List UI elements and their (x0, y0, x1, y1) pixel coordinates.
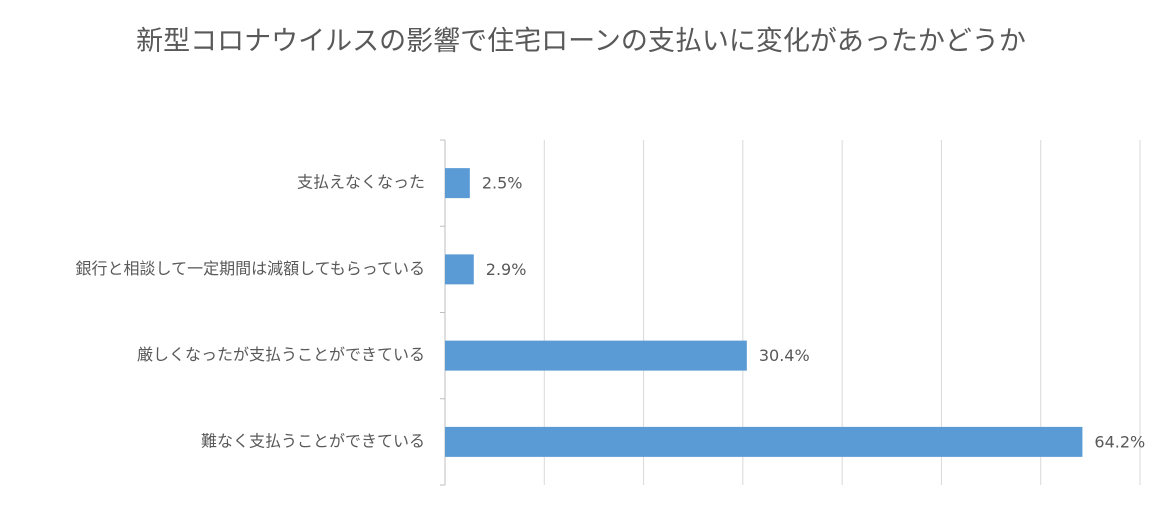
category-label: 難なく支払うことができている (201, 431, 425, 450)
category-label: 支払えなくなった (297, 173, 425, 192)
value-label: 2.5% (482, 174, 523, 193)
value-label: 2.9% (486, 260, 527, 279)
bar (445, 254, 474, 285)
chart-title: 新型コロナウイルスの影響で住宅ローンの支払いに変化があったかどうか (136, 26, 1026, 57)
bar (445, 168, 470, 199)
bar (445, 340, 747, 371)
category-label: 銀行と相談して一定期間は減額してもらっている (76, 259, 425, 278)
value-label: 30.4% (759, 346, 810, 365)
value-label: 64.2% (1094, 432, 1145, 451)
bar (445, 426, 1083, 457)
category-label: 厳しくなったが支払うことができている (137, 345, 425, 364)
